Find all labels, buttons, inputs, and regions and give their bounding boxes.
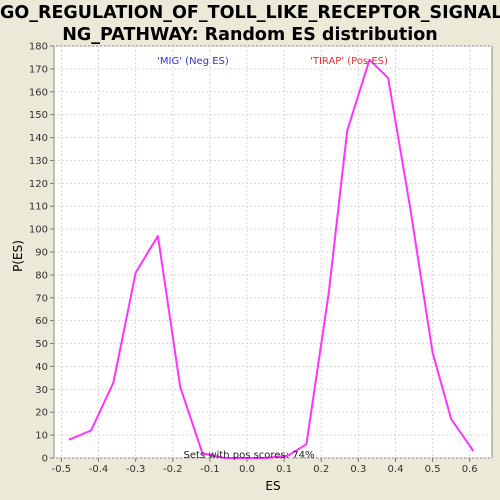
es-distribution-line bbox=[68, 58, 475, 459]
y-tick-label: 70 bbox=[35, 293, 48, 304]
y-tick-label: 150 bbox=[29, 110, 48, 121]
y-tick-label: 110 bbox=[29, 202, 48, 213]
y-tick-label: 100 bbox=[29, 225, 48, 236]
x-tick-label: 0.1 bbox=[276, 464, 292, 475]
y-tick-label: 160 bbox=[29, 87, 48, 98]
y-axis: 0 10 20 30 40 50 60 70 80 90 100 110 120 130 140 150 160… bbox=[29, 42, 54, 465]
x-tick-label: 0.0 bbox=[239, 464, 255, 475]
y-tick-label: 40 bbox=[35, 362, 48, 373]
y-tick-label: 0 bbox=[42, 454, 48, 465]
pos-scores-annotation: Sets with pos scores: 74% bbox=[184, 450, 315, 461]
y-tick-label: 120 bbox=[29, 179, 48, 190]
x-tick-label: 0.4 bbox=[388, 464, 404, 475]
y-tick-label: 30 bbox=[35, 385, 48, 396]
neg-es-annotation: 'MIG' (Neg ES) bbox=[157, 56, 229, 67]
y-tick-label: 130 bbox=[29, 156, 48, 167]
y-tick-label: 140 bbox=[29, 133, 48, 144]
pos-es-annotation: 'TIRAP' (Pos ES) bbox=[310, 56, 388, 67]
x-tick-label: -0.3 bbox=[126, 464, 146, 475]
y-tick-label: 180 bbox=[29, 42, 48, 53]
x-tick-label: -0.5 bbox=[52, 464, 72, 475]
series-layer bbox=[68, 58, 475, 459]
grid bbox=[54, 45, 492, 459]
x-tick-label: -0.1 bbox=[200, 464, 220, 475]
y-tick-label: 50 bbox=[35, 339, 48, 350]
y-tick-label: 90 bbox=[35, 248, 48, 259]
x-tick-label: 0.2 bbox=[313, 464, 329, 475]
chart-title: GO_REGULATION_OF_TOLL_LIKE_RECEPTOR_SIGN… bbox=[0, 2, 500, 46]
x-axis-label: ES bbox=[265, 479, 280, 493]
x-tick-label: -0.2 bbox=[163, 464, 183, 475]
y-axis-label: P(ES) bbox=[11, 240, 25, 272]
y-tick-label: 80 bbox=[35, 270, 48, 281]
y-tick-label: 60 bbox=[35, 316, 48, 327]
chart-title-line-2: NG_PATHWAY: Random ES distribution bbox=[62, 25, 438, 45]
y-tick-label: 20 bbox=[35, 408, 48, 419]
y-tick-label: 170 bbox=[29, 64, 48, 75]
x-tick-label: 0.3 bbox=[350, 464, 366, 475]
y-tick-label: 10 bbox=[35, 431, 48, 442]
chart-title-line-1: GO_REGULATION_OF_TOLL_LIKE_RECEPTOR_SIGN… bbox=[0, 3, 500, 23]
x-axis: -0.5 -0.4 -0.3 -0.2 -0.1 0.0 0.1 0.2 0.3 0.4 0.5 0.… bbox=[52, 458, 478, 475]
x-tick-label: 0.6 bbox=[462, 464, 478, 475]
x-tick-label: -0.4 bbox=[89, 464, 109, 475]
x-tick-label: 0.5 bbox=[425, 464, 441, 475]
